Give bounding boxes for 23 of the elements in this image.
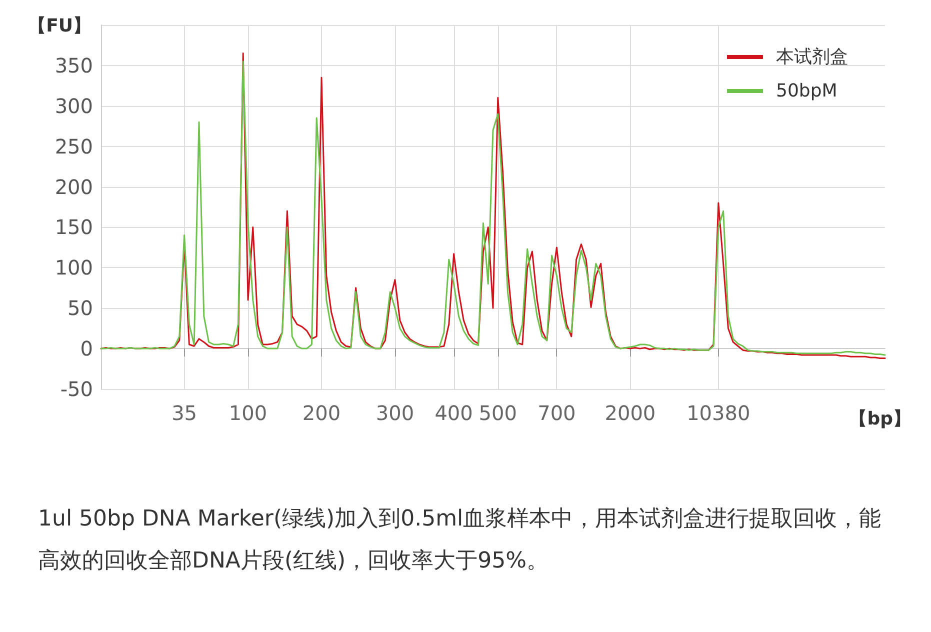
x-tick-label: 300 [376,401,414,425]
legend-label: 本试剂盒 [776,46,848,68]
x-axis-title: 【bp】 [849,408,912,430]
x-tick-label: 500 [478,401,517,425]
x-tick-label: 2000 [604,401,656,425]
text: 1ul 50bp DNA Marker(绿线)加入到0.5ml血浆样本中，用本试剂盒进行提取回收，能高效的回收全部DNA片段(红线)，回收率大于95%。 [38,506,882,574]
x-tick-label: 100 [228,401,268,425]
y-tick-label: 350 [54,53,93,78]
x-tick-label: 10380 [686,401,750,425]
x-tick-label: 35 [172,401,198,425]
x-tick-label: 700 [538,401,576,425]
y-tick-label: 200 [54,174,93,199]
y-tick-label: 0 [80,336,93,361]
y-tick-label: 50 [68,296,93,320]
y-tick-label: 250 [54,134,93,158]
y-tick-label: -50 [60,377,93,401]
x-tick-label: 200 [302,401,341,425]
x-tick-label: 400 [434,401,473,425]
y-axis-title: 【FU】 [28,16,91,36]
legend-label: 50bpM [776,80,838,102]
y-tick-label: 150 [54,215,93,240]
y-tick-label: 300 [54,94,93,118]
y-tick-label: 100 [54,256,93,280]
